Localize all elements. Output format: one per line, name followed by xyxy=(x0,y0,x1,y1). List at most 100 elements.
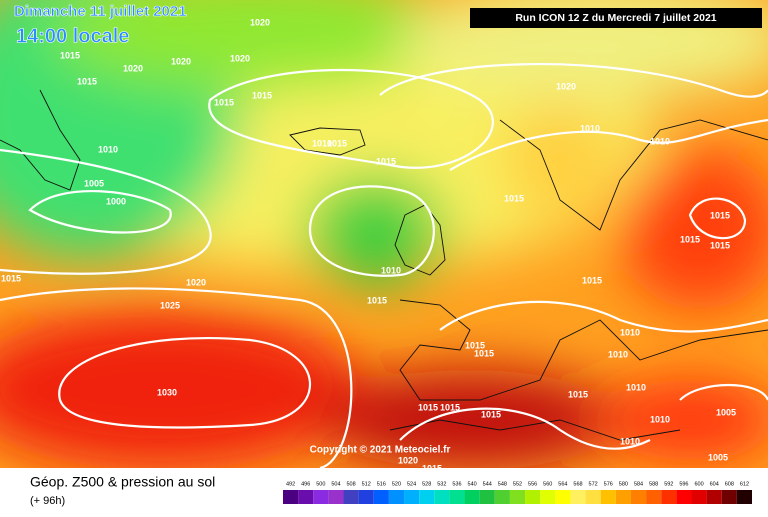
isobar-label: 1010 xyxy=(620,436,640,446)
scale-label: 580 xyxy=(619,481,628,487)
scale-swatch xyxy=(555,490,571,504)
scale-label: 600 xyxy=(694,481,703,487)
scale-label: 596 xyxy=(679,481,688,487)
isobar-label: 1020 xyxy=(171,56,191,66)
scale-swatch xyxy=(464,490,480,504)
scale-label: 500 xyxy=(316,481,325,487)
scale-swatch xyxy=(509,490,526,504)
scale-swatch xyxy=(479,490,495,504)
footer-lead: (+ 96h) xyxy=(30,495,65,507)
isobar-label: 1015 xyxy=(1,273,21,283)
scale-swatch xyxy=(298,490,314,504)
isobar-label: 1005 xyxy=(708,452,728,462)
isobar-label: 1015 xyxy=(77,76,97,86)
isobar-label: 1015 xyxy=(376,156,396,166)
scale-label: 572 xyxy=(589,481,598,487)
isobar-label: 1010 xyxy=(381,265,401,275)
scale-label: 592 xyxy=(664,481,673,487)
isobar-label: 1010 xyxy=(650,136,670,146)
isobar-label: 1015 xyxy=(440,402,460,412)
scale-swatch xyxy=(615,490,631,504)
scale-swatch xyxy=(343,490,359,504)
scale-swatch xyxy=(585,490,601,504)
scale-label: 576 xyxy=(604,481,613,487)
scale-swatch xyxy=(661,490,677,504)
scale-label: 504 xyxy=(331,481,340,487)
scale-swatch xyxy=(525,490,541,504)
scale-swatch xyxy=(706,490,722,504)
scale-swatch xyxy=(419,490,435,504)
isobar-label: 1015 xyxy=(214,97,234,107)
scale-swatch xyxy=(736,490,752,504)
scale-label: 612 xyxy=(740,481,749,487)
scale-label: 496 xyxy=(301,481,310,487)
isobar-label: 1020 xyxy=(398,455,418,465)
isobar-label: 1005 xyxy=(716,407,736,417)
scale-swatch xyxy=(449,490,465,504)
scale-label: 528 xyxy=(422,481,431,487)
scale-label: 556 xyxy=(528,481,537,487)
scale-swatch xyxy=(434,490,450,504)
scale-label: 588 xyxy=(649,481,658,487)
isobar-label: 1010 xyxy=(626,382,646,392)
isobar-label: 1020 xyxy=(250,17,270,27)
isobar-label: 1015 xyxy=(504,193,524,203)
scale-label: 548 xyxy=(498,481,507,487)
isobar-label: 1015 xyxy=(474,348,494,358)
isobars xyxy=(0,63,768,470)
run-box xyxy=(470,8,762,28)
scale-label: 560 xyxy=(543,481,552,487)
isobar-label: 1010 xyxy=(312,138,332,148)
isobar-label: 1020 xyxy=(556,81,576,91)
scale-swatch xyxy=(328,490,344,504)
isobar-label: 1015 xyxy=(481,409,501,419)
scale-label: 508 xyxy=(346,481,355,487)
scale-swatch xyxy=(388,490,405,504)
scale-label: 524 xyxy=(407,481,416,487)
scale-swatch xyxy=(540,490,556,504)
isobar-label: 1000 xyxy=(106,196,126,206)
date: Dimanche 11 juillet 2021 xyxy=(14,3,187,20)
scale-label: 604 xyxy=(710,481,719,487)
scale-label: 492 xyxy=(286,481,295,487)
isobar-label: 1015 xyxy=(252,90,272,100)
scale-label: 536 xyxy=(452,481,461,487)
scale-swatch xyxy=(691,490,707,504)
isobar-label: 1010 xyxy=(98,144,118,154)
scale-label: 568 xyxy=(573,481,582,487)
scale-label: 520 xyxy=(392,481,401,487)
color-scale: 492 496 500 504 508 512 516 520 524 528 532 536 540 5… xyxy=(283,481,752,504)
scale-swatch xyxy=(721,490,737,504)
scale-label: 608 xyxy=(725,481,734,487)
scale-swatch xyxy=(630,490,647,504)
isobar-label: 1015 xyxy=(568,389,588,399)
isobar-label: 1015 xyxy=(418,402,438,412)
copyright: Copyright © 2021 Meteociel.fr xyxy=(310,445,451,456)
isobar-label: 1010 xyxy=(620,327,640,337)
isobar-label: 1025 xyxy=(160,300,180,310)
scale-swatch xyxy=(600,490,616,504)
isobar-label: 1015 xyxy=(327,138,347,148)
scale-label: 564 xyxy=(558,481,567,487)
isobar-label: 1015 xyxy=(710,240,730,250)
scale-label: 540 xyxy=(468,481,477,487)
scale-swatch xyxy=(676,490,692,504)
isobar-label: 1010 xyxy=(608,349,628,359)
scale-swatch xyxy=(373,490,389,504)
isobar-label: 1020 xyxy=(123,63,143,73)
scale-swatch xyxy=(646,490,662,504)
scale-swatch xyxy=(404,490,420,504)
isobar-label: 1005 xyxy=(84,178,104,188)
isobar-label: 1015 xyxy=(465,340,485,350)
scale-label: 584 xyxy=(634,481,643,487)
isobar-label: 1015 xyxy=(60,50,80,60)
isobar-label: 1030 xyxy=(157,387,177,397)
scale-swatch xyxy=(358,490,374,504)
isobar-label: 1015 xyxy=(680,234,700,244)
scale-swatch xyxy=(570,490,586,504)
isobar-label: 1020 xyxy=(186,277,206,287)
time: 14:00 locale xyxy=(16,25,129,47)
scale-swatch xyxy=(313,490,329,504)
